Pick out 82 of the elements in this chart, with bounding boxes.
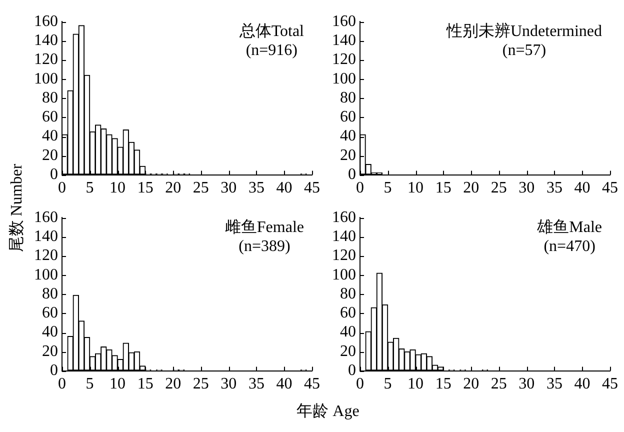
- y-tick-label: 100: [332, 70, 356, 88]
- x-tick-label: 35: [546, 180, 562, 197]
- y-tick-label: 0: [50, 166, 58, 184]
- y-tick-label: 20: [340, 146, 356, 164]
- y-axis-title: 尾数 Number: [8, 164, 26, 252]
- y-tick-label: 160: [34, 208, 58, 226]
- y-tick-label: 20: [42, 342, 58, 360]
- x-tick-label: 10: [408, 376, 424, 393]
- annotation: (n=470): [544, 238, 596, 255]
- y-tick-label: 100: [34, 70, 58, 88]
- x-tick-label: 25: [192, 180, 209, 197]
- x-tick-label: 20: [463, 376, 480, 393]
- x-tick-label: 5: [384, 376, 392, 393]
- y-tick-label: 160: [34, 12, 58, 30]
- y-tick-label: 120: [332, 51, 356, 68]
- x-tick-label: 10: [110, 376, 126, 393]
- x-tick-label: 20: [165, 376, 182, 393]
- y-tick-label: 160: [332, 12, 356, 30]
- x-tick-label: 10: [110, 180, 126, 197]
- chart-title: 雌鱼Female: [224, 218, 304, 236]
- x-tick-label: 25: [490, 376, 507, 393]
- y-tick-label: 120: [332, 247, 356, 264]
- chart-title: 性别未辨Undetermined: [445, 22, 602, 40]
- x-tick-label: 25: [490, 180, 507, 197]
- y-tick-label: 140: [332, 228, 356, 245]
- y-tick-label: 100: [34, 266, 58, 284]
- y-tick-label: 40: [340, 324, 356, 341]
- y-tick-label: 20: [340, 342, 356, 360]
- x-tick-label: 35: [248, 376, 264, 393]
- y-tick-label: 100: [332, 266, 356, 284]
- x-tick-label: 15: [435, 376, 452, 393]
- x-tick-label: 5: [86, 180, 94, 197]
- y-tick-label: 80: [340, 285, 356, 302]
- y-tick-label: 0: [50, 362, 58, 380]
- y-tick-label: 60: [340, 304, 356, 322]
- y-tick-label: 60: [340, 108, 356, 126]
- chart-title: 总体Total: [238, 22, 305, 40]
- y-tick-label: 0: [348, 166, 356, 184]
- x-tick-label: 45: [304, 180, 320, 197]
- x-tick-label: 5: [384, 180, 392, 197]
- x-tick-label: 15: [137, 180, 154, 197]
- y-tick-label: 140: [332, 32, 356, 49]
- chart-title: 雄鱼Male: [536, 218, 602, 236]
- x-tick-label: 30: [518, 376, 535, 393]
- x-tick-label: 30: [220, 376, 237, 393]
- y-tick-label: 80: [42, 89, 58, 106]
- x-tick-label: 35: [248, 180, 264, 197]
- y-tick-label: 60: [42, 304, 58, 322]
- x-tick-label: 25: [192, 376, 209, 393]
- x-tick-label: 40: [574, 376, 590, 393]
- x-tick-label: 40: [574, 180, 590, 197]
- y-tick-label: 60: [42, 108, 58, 126]
- annotation: (n=916): [246, 42, 298, 59]
- x-tick-label: 35: [546, 376, 562, 393]
- x-tick-label: 40: [276, 180, 292, 197]
- annotation: (n=57): [502, 42, 546, 59]
- x-tick-label: 45: [602, 376, 618, 393]
- x-tick-label: 45: [602, 180, 618, 197]
- y-tick-label: 140: [34, 228, 58, 245]
- x-tick-label: 30: [220, 180, 237, 197]
- x-tick-label: 45: [304, 376, 320, 393]
- y-tick-label: 140: [34, 32, 58, 49]
- y-tick-label: 40: [42, 128, 58, 145]
- y-tick-label: 40: [340, 128, 356, 145]
- y-tick-label: 40: [42, 324, 58, 341]
- x-tick-label: 15: [137, 376, 154, 393]
- x-tick-label: 10: [408, 180, 424, 197]
- y-tick-label: 80: [42, 285, 58, 302]
- y-tick-label: 160: [332, 208, 356, 226]
- x-axis-title: 年龄 Age: [296, 402, 360, 422]
- x-tick-label: 5: [86, 376, 94, 393]
- x-tick-label: 30: [518, 180, 535, 197]
- y-tick-label: 20: [42, 146, 58, 164]
- y-tick-label: 120: [34, 247, 58, 264]
- y-tick-label: 0: [348, 362, 356, 380]
- x-tick-label: 40: [276, 376, 292, 393]
- x-tick-label: 20: [463, 180, 480, 197]
- annotation: (n=389): [238, 238, 290, 255]
- x-tick-label: 20: [165, 180, 182, 197]
- x-tick-label: 15: [435, 180, 452, 197]
- y-tick-label: 80: [340, 89, 356, 106]
- y-tick-label: 120: [34, 51, 58, 68]
